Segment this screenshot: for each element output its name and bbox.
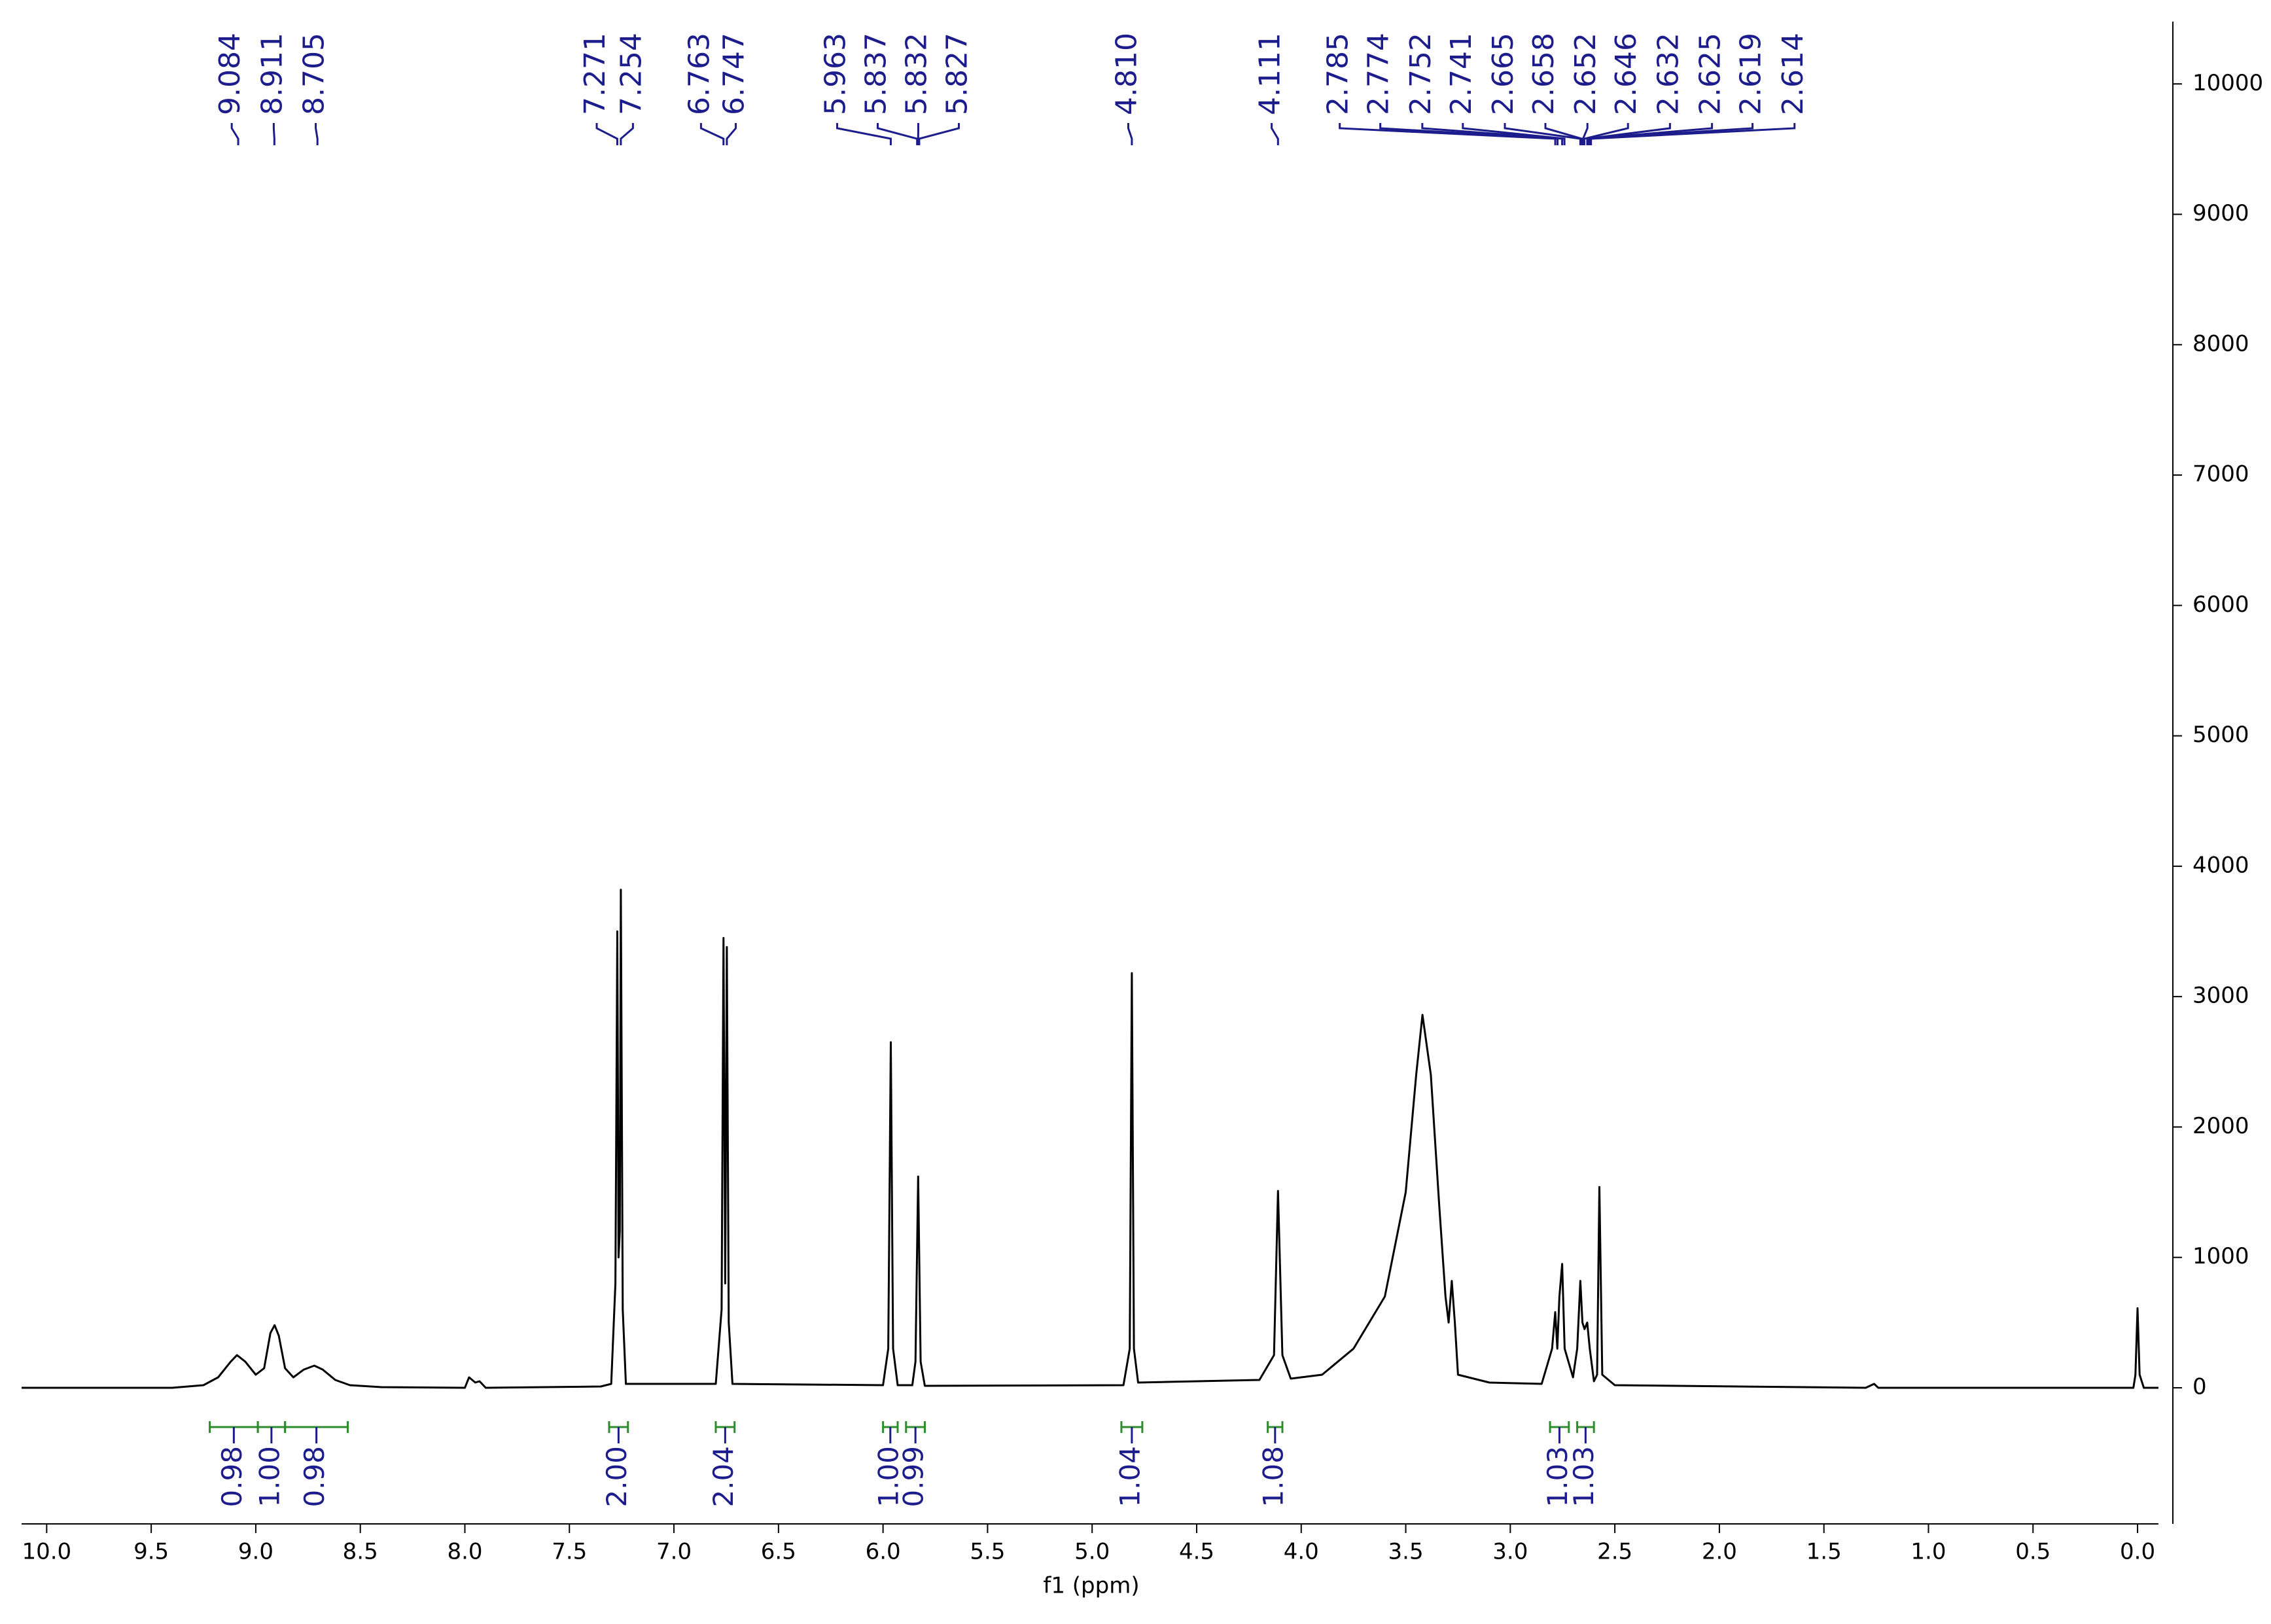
peak-connector xyxy=(272,123,275,145)
peak-label: 5.963 xyxy=(819,33,853,115)
integral-label: 1.08 xyxy=(1257,1446,1289,1508)
peak-label: 2.619 xyxy=(1734,33,1768,115)
peak-connector xyxy=(230,123,239,145)
x-tick-label: 9.5 xyxy=(133,1539,169,1565)
peak-label: 2.632 xyxy=(1651,33,1685,115)
peak-label: 6.747 xyxy=(718,33,751,115)
x-tick-label: 4.0 xyxy=(1284,1539,1319,1565)
y-tick-label: 4000 xyxy=(2192,852,2249,878)
y-tick-label: 2000 xyxy=(2192,1113,2249,1139)
peak-label: 2.625 xyxy=(1694,33,1727,115)
peak-connector xyxy=(1589,123,1754,145)
integral-label: 1.00 xyxy=(872,1446,904,1508)
peak-label: 8.911 xyxy=(255,33,289,115)
peak-label: 6.763 xyxy=(682,33,716,115)
x-tick-label: 5.0 xyxy=(1074,1539,1110,1565)
x-tick-label: 7.0 xyxy=(656,1539,692,1565)
x-tick-label: 6.5 xyxy=(761,1539,796,1565)
peak-connector xyxy=(1583,123,1629,145)
peak-label: 8.705 xyxy=(298,33,331,115)
peak-connector xyxy=(1590,123,1796,145)
x-tick-label: 8.5 xyxy=(343,1539,378,1565)
peak-label: 4.111 xyxy=(1254,33,1287,115)
peak-connector xyxy=(1339,123,1557,145)
peak-connector xyxy=(1379,123,1559,145)
peak-connector xyxy=(315,123,319,145)
peak-label: 4.810 xyxy=(1110,33,1143,115)
peak-label: 2.665 xyxy=(1487,33,1520,115)
integral-label: 1.04 xyxy=(1114,1446,1146,1508)
x-tick-label: 6.0 xyxy=(866,1539,901,1565)
integral-label: 2.00 xyxy=(601,1446,633,1508)
x-tick-label: 0.0 xyxy=(2120,1539,2155,1565)
peak-label: 7.254 xyxy=(614,33,648,115)
x-tick-label: 3.0 xyxy=(1492,1539,1528,1565)
peak-connector xyxy=(1544,123,1583,145)
peak-label: 2.785 xyxy=(1322,33,1355,115)
peak-connector xyxy=(918,123,960,145)
integral-label: 1.03 xyxy=(1541,1446,1574,1508)
x-tick-label: 1.0 xyxy=(1910,1539,1946,1565)
peak-label: 5.837 xyxy=(860,33,893,115)
y-tick-label: 10000 xyxy=(2192,70,2263,96)
y-tick-label: 8000 xyxy=(2192,330,2249,357)
peak-connector xyxy=(595,123,618,145)
x-tick-label: 5.5 xyxy=(970,1539,1005,1565)
peak-label: 2.652 xyxy=(1569,33,1602,115)
integral-label: 1.03 xyxy=(1568,1446,1600,1508)
peak-label: 2.658 xyxy=(1527,33,1560,115)
peak-label: 2.646 xyxy=(1610,33,1643,115)
peak-connector xyxy=(620,123,634,145)
y-tick-label: 0 xyxy=(2192,1373,2207,1400)
integral-label: 2.04 xyxy=(707,1446,739,1508)
integral-label: 0.98 xyxy=(298,1446,330,1508)
integral-label: 0.98 xyxy=(216,1446,248,1508)
peak-label: 2.752 xyxy=(1404,33,1437,115)
y-tick-label: 5000 xyxy=(2192,722,2249,748)
peak-connector xyxy=(1462,123,1566,145)
x-tick-label: 1.5 xyxy=(1806,1539,1842,1565)
peak-connector xyxy=(1582,123,1589,145)
peak-label: 9.084 xyxy=(213,33,247,115)
peak-connector xyxy=(1504,123,1581,145)
x-tick-label: 8.0 xyxy=(447,1539,482,1565)
x-tick-label: 2.5 xyxy=(1597,1539,1632,1565)
integral-label: 1.00 xyxy=(253,1446,285,1508)
peak-connector xyxy=(877,123,919,145)
x-axis-title: f1 (ppm) xyxy=(1043,1573,1139,1599)
peak-label: 2.741 xyxy=(1445,33,1478,115)
peak-connector xyxy=(1421,123,1564,145)
x-tick-label: 7.5 xyxy=(552,1539,587,1565)
y-tick-label: 9000 xyxy=(2192,200,2249,226)
peak-connector xyxy=(1586,123,1671,145)
peak-connector xyxy=(1271,123,1279,145)
peak-label: 2.614 xyxy=(1776,33,1810,115)
peak-connector xyxy=(1587,123,1714,145)
y-tick-label: 1000 xyxy=(2192,1243,2249,1269)
x-tick-label: 3.5 xyxy=(1388,1539,1424,1565)
peak-connector xyxy=(1127,123,1133,145)
x-tick-label: 4.5 xyxy=(1179,1539,1214,1565)
x-tick-label: 0.5 xyxy=(2015,1539,2051,1565)
peak-connector xyxy=(699,123,725,145)
peak-label: 5.832 xyxy=(900,33,933,115)
peak-label: 7.271 xyxy=(578,33,612,115)
x-tick-label: 10.0 xyxy=(22,1539,71,1565)
peak-label: 2.774 xyxy=(1362,33,1396,115)
peak-connector xyxy=(836,123,892,145)
y-tick-label: 6000 xyxy=(2192,591,2249,618)
integral-label: 0.99 xyxy=(898,1446,930,1508)
y-tick-label: 3000 xyxy=(2192,983,2249,1009)
spectrum-line xyxy=(22,889,2158,1389)
y-tick-label: 7000 xyxy=(2192,461,2249,487)
x-tick-label: 2.0 xyxy=(1702,1539,1737,1565)
peak-label: 5.827 xyxy=(940,33,974,115)
peak-connector xyxy=(726,123,737,145)
x-tick-label: 9.0 xyxy=(238,1539,273,1565)
